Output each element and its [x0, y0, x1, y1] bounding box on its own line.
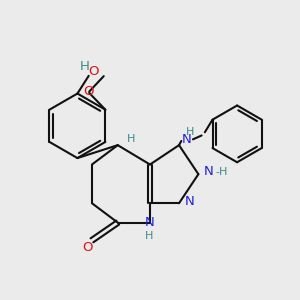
- Text: H: H: [127, 134, 136, 144]
- Text: N: N: [182, 133, 192, 146]
- Text: N: N: [204, 165, 214, 178]
- Text: H: H: [145, 231, 154, 241]
- Text: O: O: [88, 65, 99, 78]
- Text: O: O: [82, 241, 92, 254]
- Text: N: N: [184, 195, 194, 208]
- Text: -H: -H: [215, 167, 228, 177]
- Text: N: N: [145, 216, 154, 229]
- Text: O: O: [83, 85, 94, 98]
- Text: H: H: [80, 60, 90, 73]
- Text: H: H: [186, 127, 194, 136]
